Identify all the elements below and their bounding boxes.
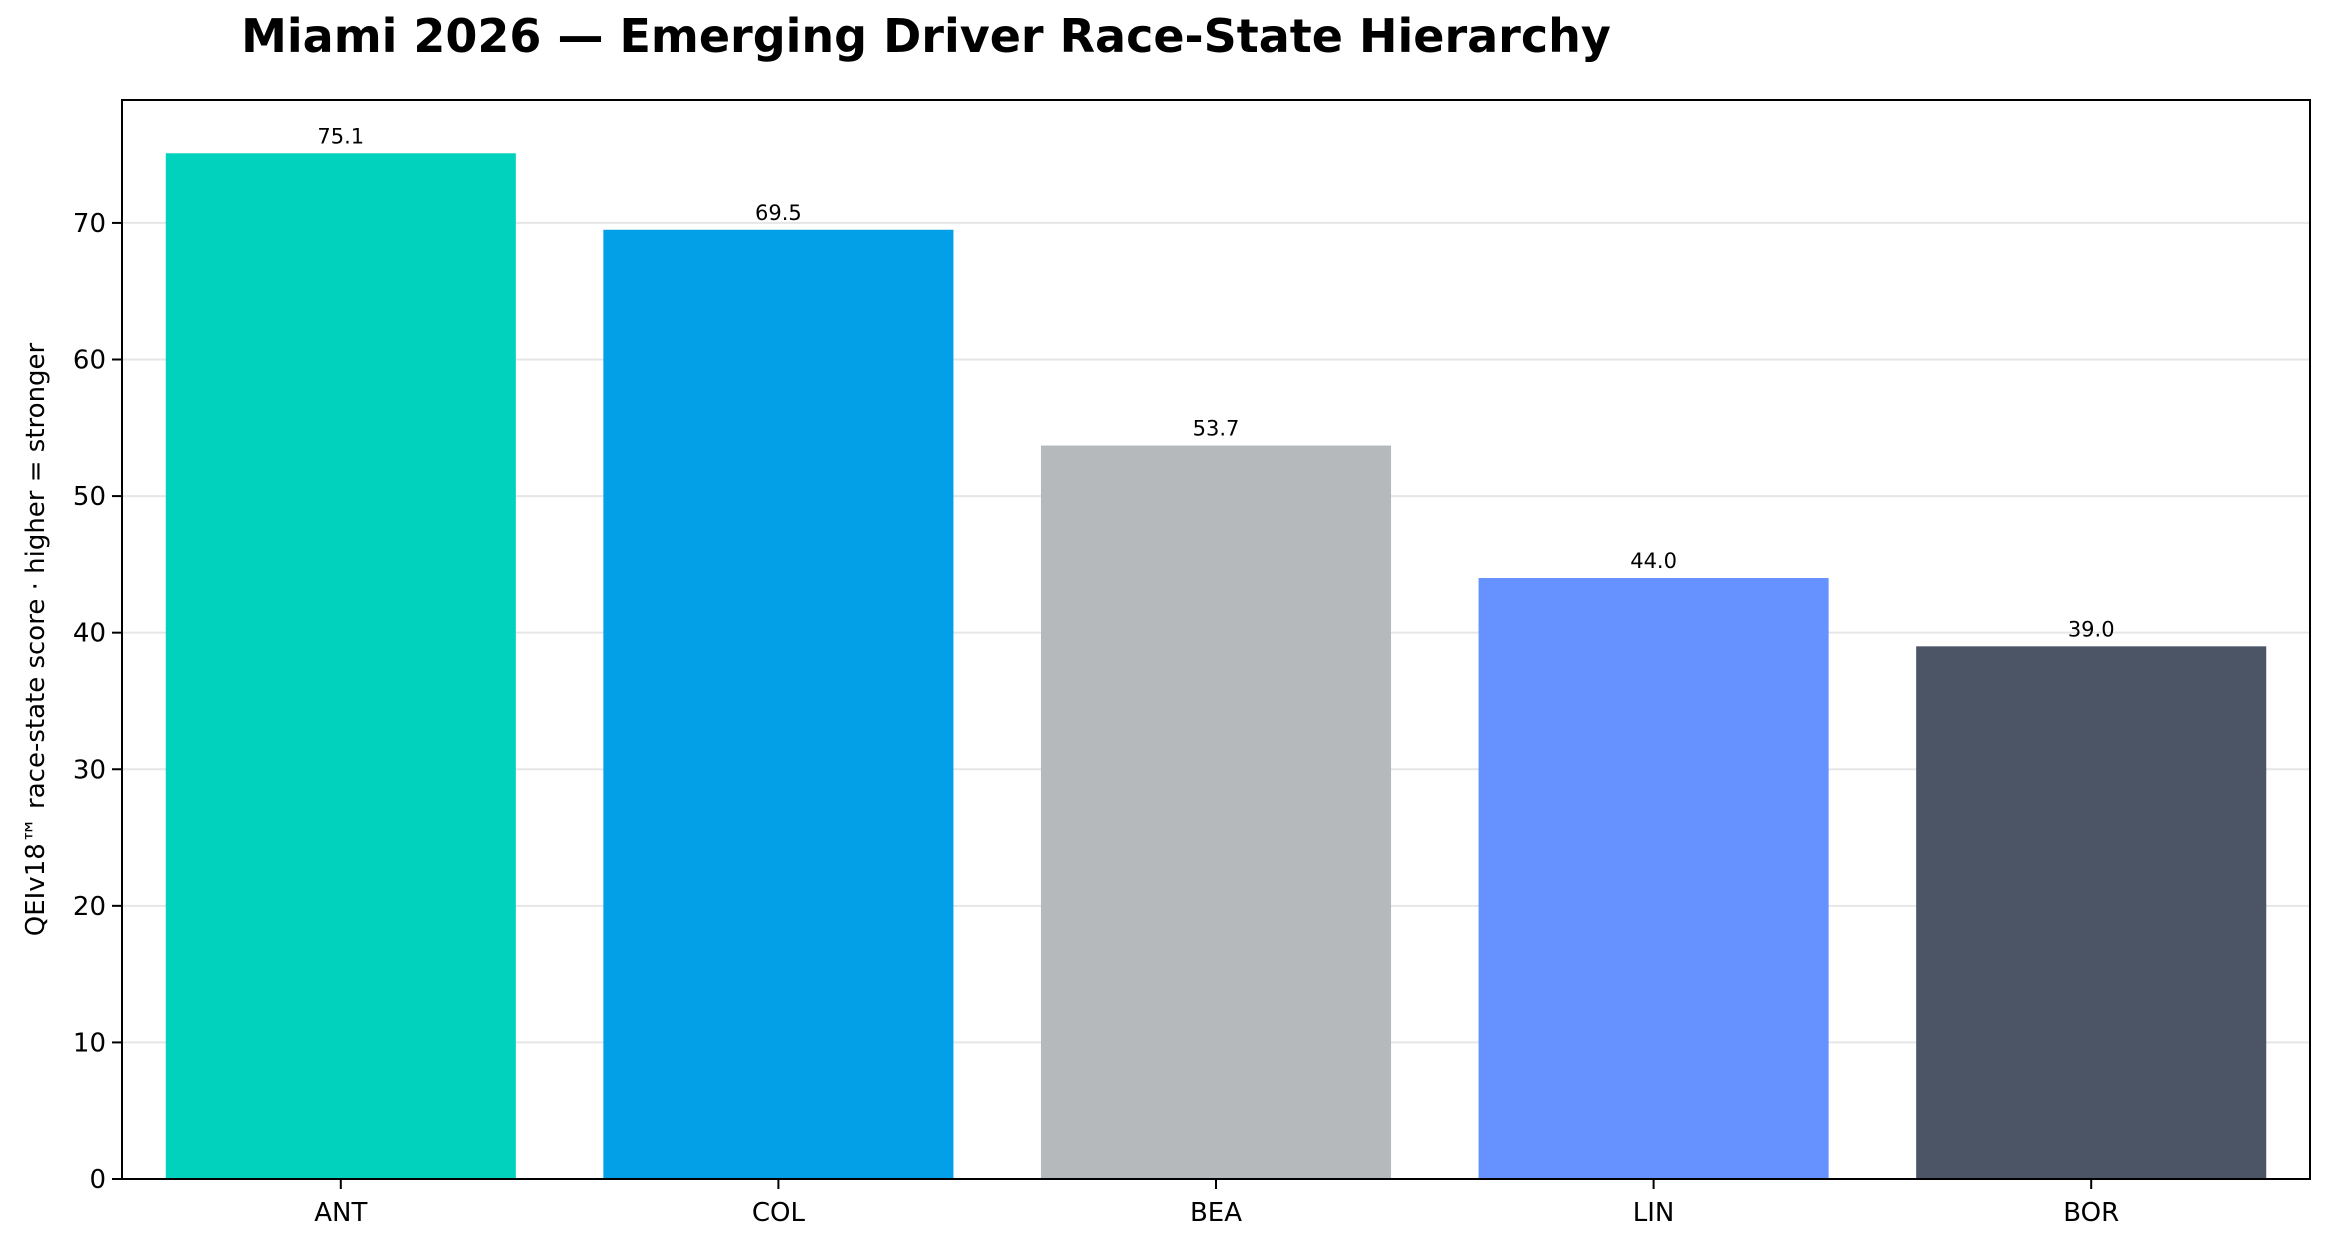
x-tick-label-lin: LIN: [1633, 1198, 1675, 1228]
bars: [165, 153, 2267, 1179]
y-tick-label: 70: [73, 209, 106, 239]
data-label-ant: 75.1: [317, 124, 364, 148]
y-tick-label: 30: [73, 755, 106, 785]
y-axis-ticks: 0 10 20 30 40 50 60 70: [73, 209, 122, 1195]
bar-col: [603, 229, 954, 1179]
y-tick-label: 0: [89, 1165, 106, 1195]
data-label-bor: 39.0: [2068, 617, 2115, 641]
data-label-col: 69.5: [755, 201, 802, 225]
data-label-bea: 53.7: [1193, 417, 1240, 441]
y-tick-label: 10: [73, 1028, 106, 1058]
y-tick-label: 50: [73, 482, 106, 512]
x-tick-label-ant: ANT: [314, 1198, 367, 1228]
bar-lin: [1478, 578, 1829, 1179]
x-tick-label-col: COL: [752, 1198, 806, 1228]
x-tick-label-bor: BOR: [2063, 1198, 2119, 1228]
y-axis-label: QEIv18™ race-state score · higher = stro…: [21, 342, 51, 936]
y-tick-label: 20: [73, 892, 106, 922]
chart-title: Miami 2026 — Emerging Driver Race-State …: [241, 9, 1611, 63]
data-labels: 75.1 69.5 53.7 44.0 39.0: [317, 124, 2114, 641]
x-axis-ticks: ANT COL BEA LIN BOR: [314, 1179, 2119, 1228]
x-tick-label-bea: BEA: [1190, 1198, 1242, 1228]
data-label-lin: 44.0: [1630, 549, 1677, 573]
y-tick-label: 40: [73, 619, 106, 649]
bar-ant: [165, 153, 516, 1179]
y-tick-label: 60: [73, 346, 106, 376]
bar-bea: [1040, 445, 1392, 1179]
bar-bor: [1916, 646, 2267, 1179]
